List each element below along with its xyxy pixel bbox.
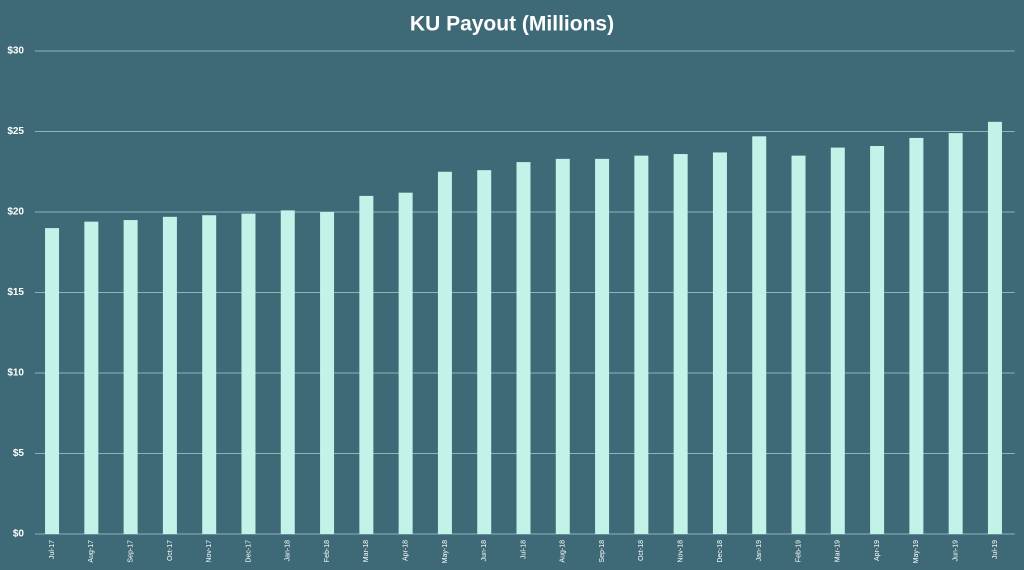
x-tick-label: May-19 [913, 540, 920, 563]
x-tick-label: Jul-17 [49, 540, 56, 559]
y-tick-label: $5 [13, 448, 25, 459]
x-tick-label: Jan-18 [285, 540, 292, 562]
bar [280, 210, 295, 534]
x-tick-label: Apr-19 [874, 540, 881, 561]
bar [909, 137, 924, 534]
y-tick-label: $0 [13, 529, 25, 540]
bar [437, 171, 452, 534]
x-tick-label: Feb-19 [795, 540, 802, 562]
bar [752, 136, 767, 534]
bar [241, 213, 256, 535]
bar [45, 228, 60, 534]
bar [673, 154, 688, 535]
x-tick-label: Mar-18 [363, 540, 370, 562]
y-tick-label: $15 [7, 287, 24, 298]
bar [712, 152, 727, 534]
bar [870, 145, 885, 535]
y-tick-label: $25 [7, 126, 24, 137]
bar [162, 216, 177, 534]
y-tick-label: $30 [7, 46, 24, 57]
x-tick-label: Aug-17 [88, 540, 95, 563]
bar [320, 212, 335, 534]
bar [791, 155, 806, 534]
x-tick-label: Jan-19 [756, 540, 763, 562]
x-tick-label: Jun-19 [953, 540, 960, 562]
bar [123, 220, 138, 535]
x-tick-label: Feb-18 [324, 540, 331, 562]
x-tick-label: Sep-18 [599, 540, 606, 563]
y-tick-label: $10 [7, 368, 24, 379]
x-tick-label: Nov-17 [206, 540, 213, 563]
x-tick-label: Jul-18 [520, 540, 527, 559]
x-tick-label: Jul-19 [992, 540, 999, 559]
bar [595, 158, 610, 534]
y-tick-label: $20 [7, 207, 24, 218]
bar [555, 158, 570, 534]
bar [830, 147, 845, 534]
bar [359, 195, 374, 534]
bar [398, 192, 413, 534]
x-tick-label: Dec-17 [245, 540, 252, 563]
x-tick-label: Aug-18 [560, 540, 567, 563]
x-tick-label: Mar-19 [835, 540, 842, 562]
bar [634, 155, 649, 534]
bar [202, 215, 217, 534]
bar [948, 133, 963, 535]
chart-title: KU Payout (Millions) [410, 13, 614, 36]
bar [84, 221, 99, 534]
x-tick-label: Dec-18 [717, 540, 724, 563]
bar [516, 162, 531, 534]
x-tick-label: Jun-18 [481, 540, 488, 562]
x-tick-label: May-18 [442, 540, 449, 563]
bar [987, 121, 1002, 534]
x-tick-label: Sep-17 [127, 540, 134, 563]
x-tick-label: Oct-17 [167, 540, 174, 561]
x-tick-label: Oct-18 [638, 540, 645, 561]
bar [477, 170, 492, 534]
x-tick-label: Nov-18 [677, 540, 684, 563]
x-tick-label: Apr-18 [402, 540, 409, 561]
